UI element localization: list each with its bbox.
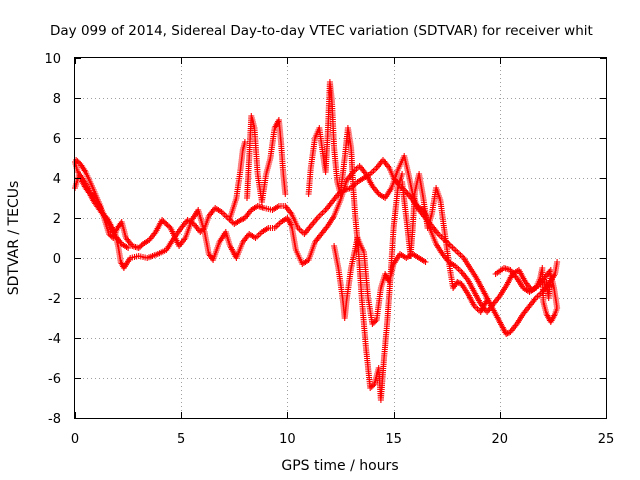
data-point	[399, 171, 406, 177]
x-tick-label: 5	[177, 432, 185, 447]
data-point	[554, 259, 561, 265]
grid	[75, 58, 606, 418]
data-point	[422, 259, 429, 265]
data-point	[74, 158, 81, 165]
y-tick-label: -2	[48, 292, 61, 307]
data-point	[163, 221, 170, 227]
y-tick-label: -6	[48, 372, 61, 387]
data-point	[241, 139, 248, 145]
y-tick-labels: -8 -6 -4 -2 0 2 4 6 8 10	[44, 52, 61, 427]
data-point	[166, 223, 173, 230]
y-tick-label: -8	[48, 412, 61, 427]
data-point	[106, 231, 112, 237]
x-tick-label: 25	[598, 432, 615, 447]
x-axis-label: GPS time / hours	[281, 458, 398, 474]
data-point	[370, 319, 377, 326]
y-tick-label: 6	[53, 132, 61, 147]
data-point	[368, 383, 375, 390]
data-point	[159, 217, 166, 223]
plot-frame	[74, 57, 607, 419]
y-tick-label: 8	[53, 92, 61, 107]
x-tick-label: 0	[71, 432, 79, 447]
data-point	[161, 219, 168, 226]
data-series-sdtvar	[72, 79, 561, 403]
chart-title: Day 099 of 2014, Sidereal Day-to-day VTE…	[50, 23, 593, 39]
axis-ticks	[75, 58, 607, 419]
data-point	[137, 243, 144, 250]
x-tick-label: 10	[279, 432, 296, 447]
data-point	[160, 218, 167, 225]
data-point	[237, 217, 244, 223]
data-point	[484, 297, 491, 303]
y-tick-label: -4	[48, 332, 61, 347]
x-tick-label: 20	[492, 432, 509, 447]
data-point	[372, 318, 379, 325]
data-point	[454, 279, 461, 285]
data-point	[125, 245, 132, 251]
y-tick-label: 10	[44, 52, 61, 67]
data-point	[504, 330, 511, 337]
x-tick-labels: 0 5 10 15 20 25	[71, 432, 614, 447]
data-point	[239, 216, 246, 223]
data-point	[135, 245, 142, 251]
y-tick-label: 2	[53, 212, 61, 227]
data-point	[543, 279, 550, 285]
series-sdtvar	[72, 79, 561, 403]
x-tick-label: 15	[385, 432, 402, 447]
y-tick-label: 0	[53, 252, 61, 267]
data-point	[369, 321, 376, 327]
y-axis-label: SDTVAR / TECUs	[6, 181, 22, 296]
data-point	[107, 232, 114, 239]
data-point	[503, 331, 510, 337]
y-tick-label: 4	[53, 172, 61, 187]
data-point	[282, 191, 289, 197]
data-point	[370, 382, 377, 389]
